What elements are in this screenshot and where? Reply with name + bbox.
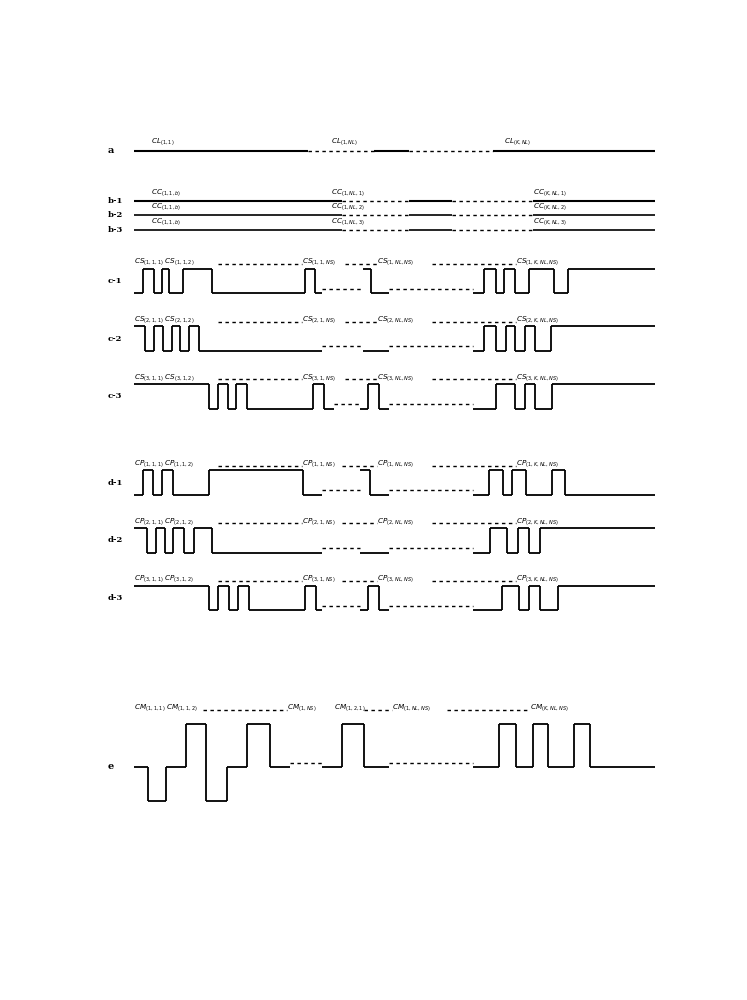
Text: $CS_{(1,1,NS)}$: $CS_{(1,1,NS)}$ <box>302 256 335 267</box>
Text: $CL_{(1,NL)}$: $CL_{(1,NL)}$ <box>331 136 358 147</box>
Text: $CP_{(3,K,NL,NS)}$: $CP_{(3,K,NL,NS)}$ <box>516 574 559 584</box>
Text: $CC_{(1,1,b)}$: $CC_{(1,1,b)}$ <box>151 202 182 212</box>
Text: b-3: b-3 <box>108 226 123 234</box>
Text: $CS_{(3,1,1)}\;CS_{(3,1,2)}$: $CS_{(3,1,1)}\;CS_{(3,1,2)}$ <box>134 372 194 383</box>
Text: c-2: c-2 <box>108 335 123 343</box>
Text: $CS_{(1,NL,NS)}$: $CS_{(1,NL,NS)}$ <box>377 256 415 267</box>
Text: $CM_{(1,1,1)}\;CM_{(1,1,2)}$: $CM_{(1,1,1)}\;CM_{(1,1,2)}$ <box>134 702 198 713</box>
Text: b-1: b-1 <box>108 197 123 205</box>
Text: $CC_{(K,NL,1)}$: $CC_{(K,NL,1)}$ <box>533 187 567 198</box>
Text: $CS_{(1,1,1)}\;CS_{(1,1,2)}$: $CS_{(1,1,1)}\;CS_{(1,1,2)}$ <box>134 256 194 267</box>
Text: $CP_{(3,1,1)}\;CP_{(3,1,2)}$: $CP_{(3,1,1)}\;CP_{(3,1,2)}$ <box>134 574 194 584</box>
Text: $CP_{(1,K,NL,NS)}$: $CP_{(1,K,NL,NS)}$ <box>516 458 559 469</box>
Text: d-1: d-1 <box>108 479 123 487</box>
Text: e: e <box>108 762 114 771</box>
Text: $CP_{(2,1,1)}\;CP_{(2,1,2)}$: $CP_{(2,1,1)}\;CP_{(2,1,2)}$ <box>134 516 194 527</box>
Text: d-3: d-3 <box>108 594 123 602</box>
Text: c-3: c-3 <box>108 392 123 400</box>
Text: $CS_{(1,K,NL,NS)}$: $CS_{(1,K,NL,NS)}$ <box>516 256 559 267</box>
Text: $CP_{(1,NL,NS)}$: $CP_{(1,NL,NS)}$ <box>377 458 414 469</box>
Text: $CC_{(K,NL,2)}$: $CC_{(K,NL,2)}$ <box>533 202 567 212</box>
Text: d-2: d-2 <box>108 536 123 544</box>
Text: $CS_{(3,K,NL,NS)}$: $CS_{(3,K,NL,NS)}$ <box>516 372 559 383</box>
Text: $CP_{(2,NL,NS)}$: $CP_{(2,NL,NS)}$ <box>377 516 414 527</box>
Text: $CC_{(1,1,b)}$: $CC_{(1,1,b)}$ <box>151 216 182 227</box>
Text: b-2: b-2 <box>108 211 123 219</box>
Text: $CC_{(1,NL,3)}$: $CC_{(1,NL,3)}$ <box>331 216 365 227</box>
Text: $CP_{(3,NL,NS)}$: $CP_{(3,NL,NS)}$ <box>377 574 414 584</box>
Text: $CS_{(3,1,NS)}$: $CS_{(3,1,NS)}$ <box>302 372 335 383</box>
Text: $CP_{(1,1,1)}\;CP_{(1,1,2)}$: $CP_{(1,1,1)}\;CP_{(1,1,2)}$ <box>134 458 194 469</box>
Text: $CM_{(1,NS)}$: $CM_{(1,NS)}$ <box>288 702 317 713</box>
Text: $CP_{(3,1,NS)}$: $CP_{(3,1,NS)}$ <box>302 574 335 584</box>
Text: $CS_{(2,K,NL,NS)}$: $CS_{(2,K,NL,NS)}$ <box>516 314 559 325</box>
Text: $CS_{(2,NL,NS)}$: $CS_{(2,NL,NS)}$ <box>377 314 415 325</box>
Text: $CM_{(1,NL,NS)}$: $CM_{(1,NL,NS)}$ <box>391 702 430 713</box>
Text: $CP_{(2,K,NL,NS)}$: $CP_{(2,K,NL,NS)}$ <box>516 516 559 527</box>
Text: $CS_{(2,1,NS)}$: $CS_{(2,1,NS)}$ <box>302 314 335 325</box>
Text: $CS_{(3,NL,NS)}$: $CS_{(3,NL,NS)}$ <box>377 372 415 383</box>
Text: $CC_{(1,1,b)}$: $CC_{(1,1,b)}$ <box>151 187 182 198</box>
Text: $CC_{(K,NL,3)}$: $CC_{(K,NL,3)}$ <box>533 216 567 227</box>
Text: $CS_{(2,1,1)}\;CS_{(2,1,2)}$: $CS_{(2,1,1)}\;CS_{(2,1,2)}$ <box>134 314 194 325</box>
Text: $CP_{(2,1,NS)}$: $CP_{(2,1,NS)}$ <box>302 516 335 527</box>
Text: $CM_{(K,NL,NS)}$: $CM_{(K,NL,NS)}$ <box>530 702 569 713</box>
Text: $CP_{(1,1,NS)}$: $CP_{(1,1,NS)}$ <box>302 458 335 469</box>
Text: $CL_{(1,1)}$: $CL_{(1,1)}$ <box>151 136 175 147</box>
Text: $CC_{(1,NL,2)}$: $CC_{(1,NL,2)}$ <box>331 202 365 212</box>
Text: $CM_{(1,2,1)}$: $CM_{(1,2,1)}$ <box>334 702 365 713</box>
Text: $CC_{(1,NL,1)}$: $CC_{(1,NL,1)}$ <box>331 187 365 198</box>
Text: a: a <box>108 146 114 155</box>
Text: $CL_{(K,NL)}$: $CL_{(K,NL)}$ <box>504 136 532 147</box>
Text: c-1: c-1 <box>108 277 123 285</box>
